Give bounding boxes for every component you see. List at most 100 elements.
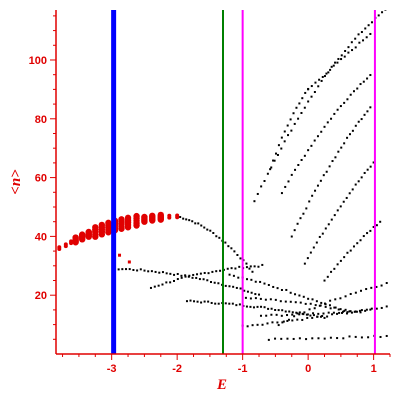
black-point xyxy=(343,309,346,312)
black-point xyxy=(192,273,195,276)
black-point xyxy=(322,312,325,315)
black-point xyxy=(364,27,367,30)
black-point xyxy=(313,91,316,94)
vertical-marker-lines xyxy=(111,10,376,354)
black-point xyxy=(334,306,337,309)
black-point xyxy=(203,300,206,303)
black-point xyxy=(323,279,326,282)
black-point xyxy=(370,307,373,310)
black-point xyxy=(319,179,322,182)
black-point xyxy=(276,153,279,156)
black-point xyxy=(303,311,306,314)
black-point xyxy=(343,55,346,58)
black-point xyxy=(381,11,384,14)
red-point xyxy=(157,211,164,219)
black-point xyxy=(266,322,269,325)
black-point xyxy=(318,235,321,238)
black-point xyxy=(369,165,372,168)
black-point xyxy=(317,312,320,315)
black-point xyxy=(287,180,290,183)
black-point xyxy=(328,304,331,307)
black-point xyxy=(357,33,360,36)
black-point xyxy=(300,158,303,161)
black-point xyxy=(286,124,289,127)
black-point xyxy=(243,289,246,292)
black-point xyxy=(207,272,210,275)
black-point xyxy=(347,46,350,49)
black-point xyxy=(354,37,357,40)
black-point xyxy=(279,300,282,303)
black-point xyxy=(354,183,357,186)
red-point xyxy=(72,234,79,241)
black-point xyxy=(295,106,298,109)
black-point xyxy=(277,324,280,327)
black-point xyxy=(269,298,272,301)
black-point xyxy=(306,313,309,316)
black-point xyxy=(143,269,146,272)
black-point xyxy=(332,311,335,314)
y-tick-label: 100 xyxy=(29,55,47,67)
black-point xyxy=(250,291,253,294)
black-point xyxy=(276,287,279,290)
black-point xyxy=(330,218,333,221)
black-point xyxy=(362,80,365,83)
y-axis-label: <n> xyxy=(8,169,24,195)
black-point xyxy=(311,194,314,197)
black-point xyxy=(345,312,348,315)
red-point xyxy=(105,219,112,227)
black-point xyxy=(330,117,333,120)
black-point xyxy=(121,268,124,271)
black-point xyxy=(263,180,266,183)
black-point xyxy=(346,311,349,314)
black-point xyxy=(356,87,359,90)
black-point xyxy=(287,134,290,137)
black-point xyxy=(274,298,277,301)
black-point xyxy=(369,32,372,35)
black-point xyxy=(367,24,370,27)
black-point xyxy=(275,313,278,316)
red-point xyxy=(175,213,180,218)
black-point xyxy=(184,275,187,278)
black-point xyxy=(321,232,324,235)
black-point xyxy=(307,100,310,103)
black-point xyxy=(369,229,372,232)
black-point xyxy=(245,266,248,269)
black-point xyxy=(365,36,368,39)
black-point xyxy=(349,93,352,96)
red-point xyxy=(92,224,99,231)
black-point xyxy=(258,293,261,296)
black-point xyxy=(239,287,242,290)
black-point xyxy=(314,189,317,192)
black-point xyxy=(349,310,352,313)
black-point xyxy=(354,124,357,127)
black-point xyxy=(336,337,339,340)
black-point xyxy=(277,309,280,312)
black-point xyxy=(348,192,351,195)
black-point xyxy=(297,163,300,166)
black-point xyxy=(149,286,152,289)
black-point xyxy=(227,245,230,248)
black-point xyxy=(286,337,289,340)
black-point xyxy=(359,311,362,314)
black-point xyxy=(311,298,314,301)
black-point xyxy=(369,308,372,311)
black-point xyxy=(336,108,339,111)
black-point xyxy=(336,209,339,212)
black-point xyxy=(274,337,277,340)
black-point xyxy=(317,337,320,340)
black-point xyxy=(292,337,295,340)
black-series-points xyxy=(113,10,388,341)
black-point xyxy=(281,321,284,324)
black-point xyxy=(232,285,235,288)
black-point xyxy=(354,46,357,49)
black-point xyxy=(321,75,324,78)
black-point xyxy=(217,302,220,305)
black-point xyxy=(380,306,383,309)
black-point xyxy=(320,79,323,82)
black-point xyxy=(337,150,340,153)
black-point xyxy=(284,185,287,188)
black-point xyxy=(354,291,357,294)
black-point xyxy=(342,337,345,340)
red-point xyxy=(78,231,86,238)
black-point xyxy=(280,147,283,150)
